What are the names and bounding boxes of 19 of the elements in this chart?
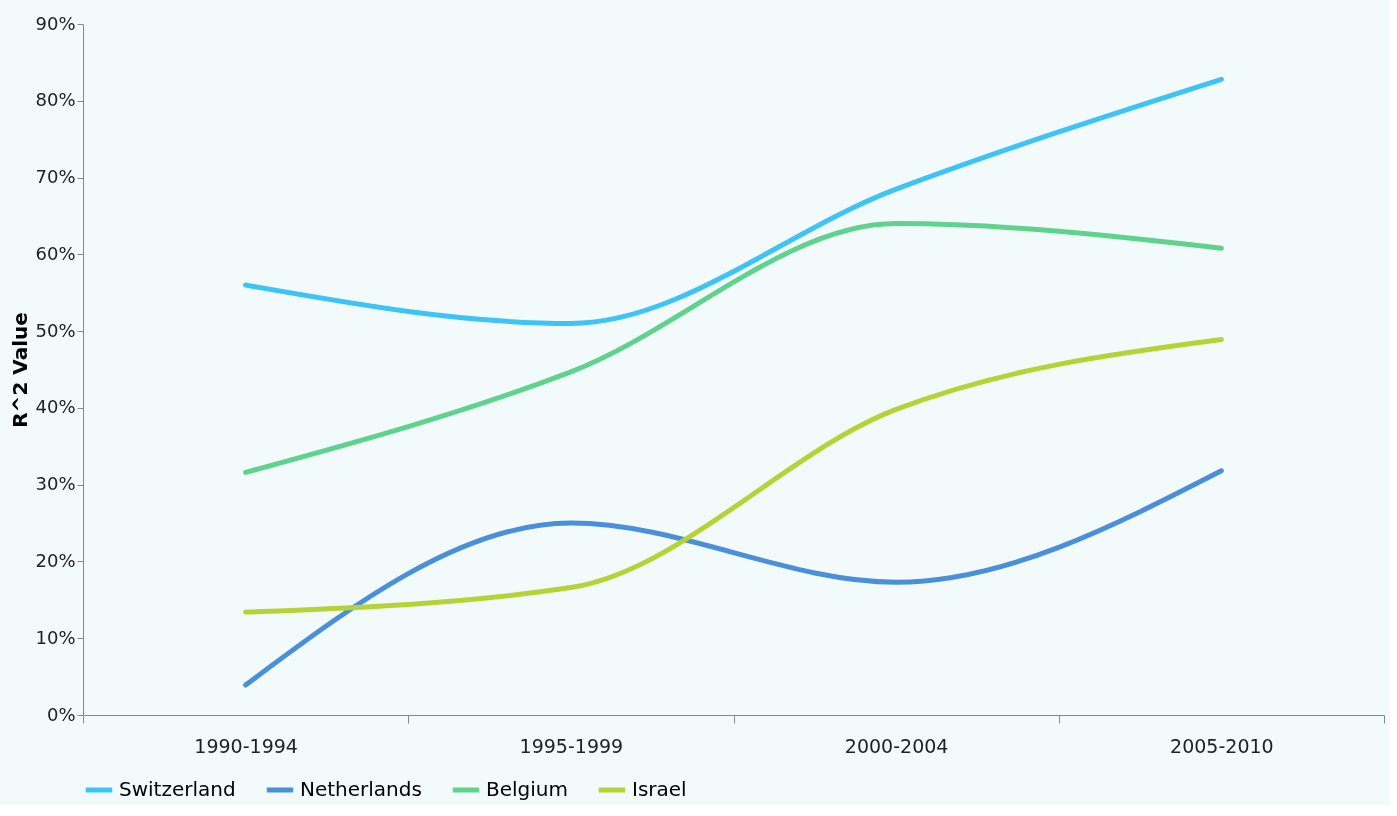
y-tick-label: 10% <box>35 626 76 648</box>
x-tick-label: 2000-2004 <box>844 734 949 757</box>
y-tick-label: 90% <box>35 12 76 34</box>
x-tick-label: 1995-1999 <box>519 734 624 757</box>
legend-label: Netherlands <box>300 777 422 801</box>
y-tick-label: 30% <box>35 473 76 495</box>
y-tick-label: 50% <box>35 319 76 341</box>
x-tick-label: 1990-1994 <box>194 734 298 757</box>
y-tick-label: 40% <box>35 396 76 418</box>
y-tick-label: 0% <box>46 703 76 725</box>
y-tick-label: 80% <box>35 89 76 111</box>
legend-label: Switzerland <box>119 777 236 801</box>
y-tick-label: 60% <box>35 242 76 264</box>
x-tick-label: 2005-2010 <box>1170 734 1274 757</box>
y-tick-label: 70% <box>35 166 76 188</box>
y-axis-title: R^2 Value <box>8 312 33 428</box>
legend-label: Israel <box>632 777 687 801</box>
legend-label: Belgium <box>486 777 568 801</box>
y-tick-label: 20% <box>35 549 76 571</box>
